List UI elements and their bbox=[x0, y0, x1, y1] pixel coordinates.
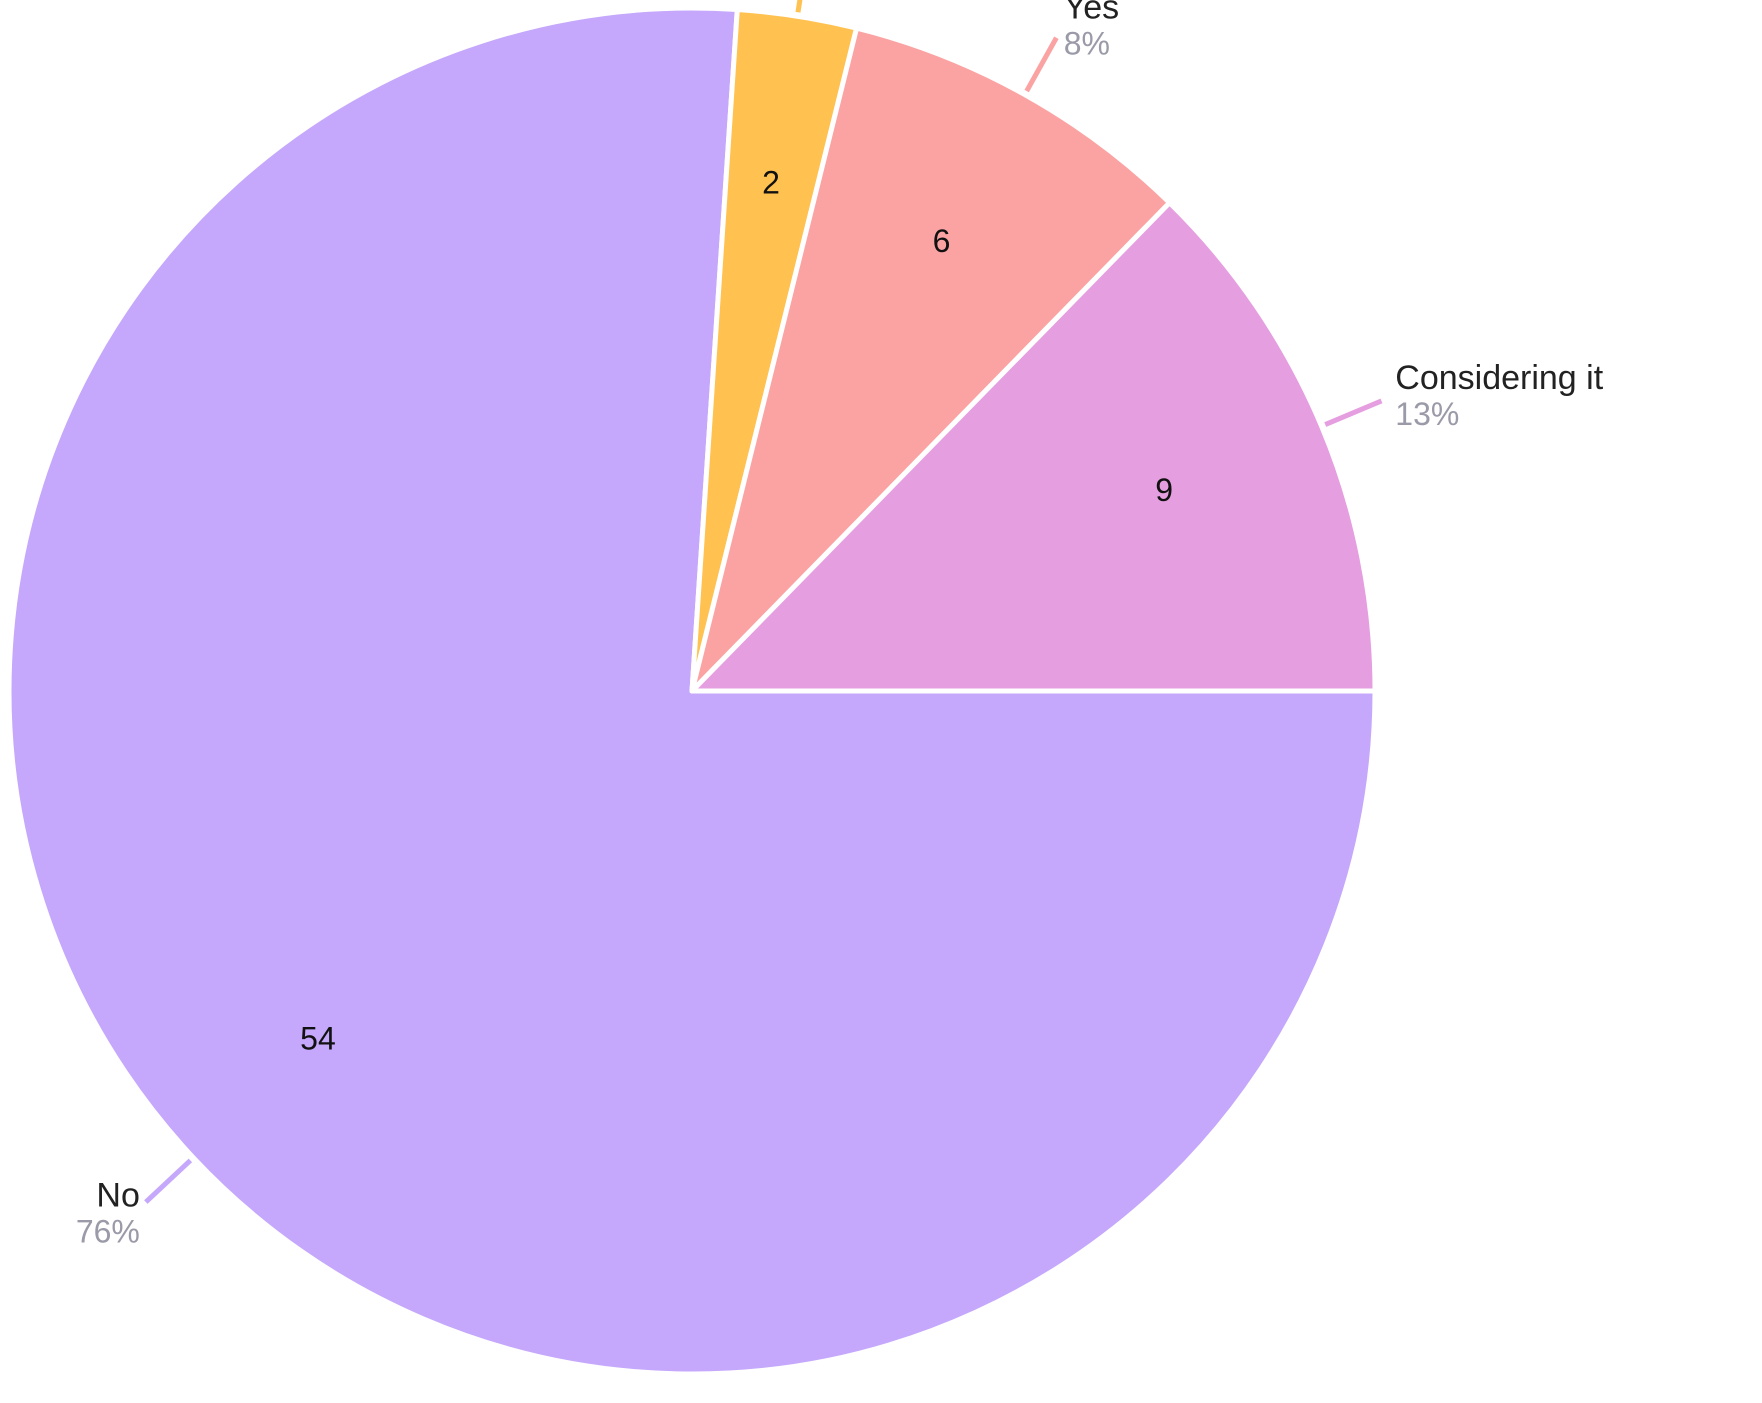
value-label-yes: 6 bbox=[933, 223, 951, 259]
leader-line-considering-it bbox=[1324, 398, 1383, 427]
pie-slice-considering-it bbox=[689, 200, 1378, 694]
category-label-yes: Yes bbox=[1064, 0, 1119, 27]
value-label-not-considering-it: 2 bbox=[762, 164, 780, 200]
pie-slice-no bbox=[6, 5, 1378, 1377]
category-label-no: No bbox=[96, 1176, 139, 1214]
leader-line-no bbox=[144, 1158, 193, 1204]
value-label-no: 54 bbox=[300, 1020, 336, 1056]
pie-slice-yes bbox=[689, 25, 1173, 694]
leader-line-not-considering-it bbox=[795, 0, 803, 13]
percent-label-no: 76% bbox=[76, 1213, 140, 1249]
percent-label-considering-it: 13% bbox=[1395, 396, 1459, 432]
percent-label-yes: 8% bbox=[1064, 26, 1110, 62]
category-label-considering-it: Considering it bbox=[1395, 359, 1603, 397]
leader-line-yes bbox=[1024, 36, 1059, 93]
pie-slices bbox=[6, 5, 1378, 1377]
value-label-considering-it: 9 bbox=[1155, 472, 1173, 508]
leader-lines bbox=[144, 0, 1383, 1204]
